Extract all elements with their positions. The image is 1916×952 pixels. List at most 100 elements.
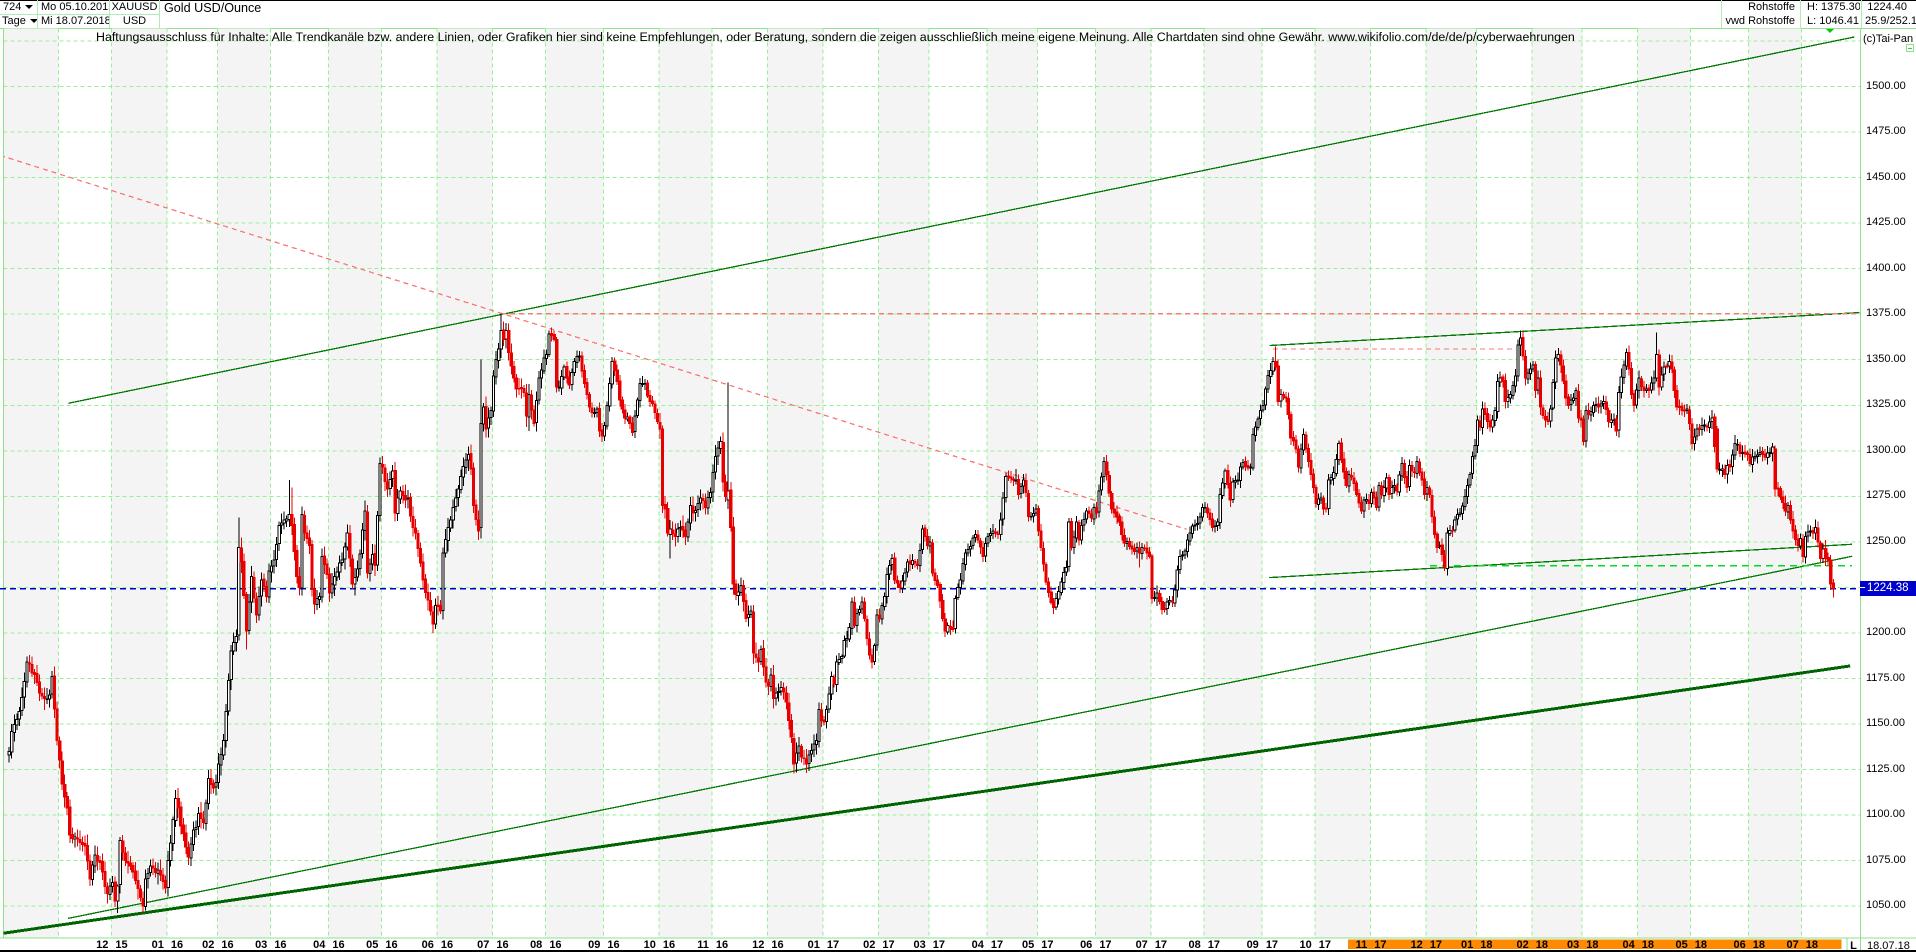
x-axis-month-label: 05 (1675, 939, 1688, 951)
x-axis-month-label: 08 (1188, 939, 1201, 951)
x-axis-year-label: 16 (221, 939, 234, 951)
x-axis-year-label: 18 (1805, 939, 1818, 951)
month-shade-column (1314, 28, 1371, 938)
x-axis-year-label: 17 (1374, 939, 1387, 951)
x-axis-month-label: 05 (366, 939, 379, 951)
x-axis-month-label: 03 (1566, 939, 1580, 951)
x-axis-year-label: 18 (1641, 939, 1654, 951)
collapse-toggle-icon[interactable] (1906, 44, 1914, 52)
trend-line-resistance-sep17-jan18[interactable] (1269, 311, 1860, 347)
period-high-label: H: 1375.30 (1800, 0, 1860, 14)
last-cell-label: L (1850, 940, 1857, 952)
recent-period-highlight-band (1348, 939, 1842, 950)
x-axis-month-label: 11 (697, 939, 709, 951)
month-shade-column (111, 28, 167, 938)
y-axis-tick-label: 1300.00 (1866, 443, 1906, 456)
trend-line-support-oct17[interactable] (1269, 543, 1853, 579)
bars-count-value: 724 (3, 1, 22, 13)
y-axis-tick-label: 1425.00 (1866, 216, 1906, 229)
x-axis-year-label: 16 (662, 939, 676, 951)
trend-line-long-term-uptrend[interactable] (0, 664, 1851, 935)
timeframe-dropdown[interactable]: Tage (0, 14, 38, 28)
window-bottom-border (0, 950, 1916, 952)
dropdown-arrow-icon (29, 19, 37, 24)
x-axis-year-label: 16 (771, 939, 784, 951)
y-axis-tick-label: 1400.00 (1866, 261, 1906, 274)
x-axis-year-label: 17 (1099, 939, 1112, 951)
x-axis-year-label: 17 (1207, 939, 1221, 951)
date-from-field[interactable]: Mo 05.10.2015 (41, 0, 110, 14)
trend-line-upper-channel[interactable] (68, 36, 1855, 404)
y-axis-tick-label: 1100.00 (1866, 808, 1905, 821)
x-axis-month-label: 07 (1135, 939, 1148, 951)
y-axis-tick-label: 1475.00 (1866, 125, 1906, 138)
x-axis-year-label: 16 (170, 939, 184, 951)
trend-line-support-dec15-dec16[interactable] (67, 555, 1853, 920)
x-axis-month-label: 10 (643, 939, 656, 951)
y-axis-tick-label: 1125.00 (1866, 762, 1905, 775)
trend-line-downtrend-2015-2016[interactable] (0, 155, 1187, 530)
symbol-field[interactable]: XAUUSD (110, 0, 160, 14)
x-axis-month-label: 06 (1080, 939, 1093, 951)
x-axis-year-label: 16 (715, 939, 729, 951)
x-axis-month-label: 07 (477, 939, 490, 951)
month-shade-column (217, 28, 271, 938)
x-axis-month-label: 06 (1733, 939, 1746, 951)
y-axis-tick-label: 1375.00 (1866, 307, 1906, 320)
x-axis-year-label: 17 (1265, 939, 1279, 951)
x-axis-year-label: 17 (826, 939, 840, 951)
y-axis-tick-label: 1275.00 (1866, 489, 1906, 502)
x-axis-month-label: 12 (96, 939, 109, 951)
x-axis-year-label: 16 (440, 939, 454, 951)
x-axis-year-label: 18 (1752, 939, 1765, 951)
chart-title: Gold USD/Ounce (164, 1, 262, 15)
month-shade-column (767, 28, 823, 938)
x-axis-year-label: 18 (1586, 939, 1599, 951)
month-shade-column (1637, 28, 1691, 938)
y-axis-tick-label: 1150.00 (1866, 717, 1905, 730)
x-axis-year-label: 17 (990, 939, 1004, 951)
x-axis-month-label: 10 (1299, 939, 1312, 951)
y-axis-tick-label: 1350.00 (1866, 352, 1906, 365)
down-candle-bodies (27, 329, 1835, 907)
x-axis-year-label: 18 (1694, 939, 1707, 951)
x-axis-month-label: 01 (151, 939, 164, 951)
price-direction-marker-icon (1826, 29, 1834, 33)
current-price-label: 1224.38 (1860, 581, 1916, 596)
last-date-label: 18.07.18 (1867, 940, 1910, 952)
y-axis-tick-label: 1250.00 (1866, 534, 1906, 547)
month-shading (3, 28, 1802, 938)
x-axis-year-label: 15 (115, 939, 128, 951)
x-axis-month-label: 04 (313, 939, 326, 951)
x-axis-month-label: 07 (1786, 939, 1799, 951)
x-axis-month-label: 11 (1355, 939, 1368, 951)
header-row-separator (0, 14, 160, 15)
range-info-label: 25.9/252.1 (1861, 14, 1916, 28)
y-axis-tick-label: 1450.00 (1866, 170, 1906, 183)
x-axis-year-label: 17 (1318, 939, 1332, 951)
month-shade-column (545, 28, 604, 938)
x-axis-year-label: 18 (1480, 939, 1493, 951)
x-axis-year-label: 17 (1041, 939, 1054, 951)
category-label: Rohstoffe (1721, 0, 1799, 14)
dropdown-arrow-icon (25, 5, 34, 10)
y-axis-tick-label: 1200.00 (1866, 625, 1906, 638)
x-axis-year-label: 16 (549, 939, 562, 951)
y-axis-tick-label: 1325.00 (1866, 398, 1906, 411)
source-label: vwd Rohstoffe (1721, 14, 1799, 28)
x-axis-year-label: 16 (274, 939, 287, 951)
bars-count-dropdown[interactable]: 724 (0, 0, 38, 14)
month-shade-column (328, 28, 382, 938)
x-axis-year-label: 16 (496, 939, 509, 951)
x-axis-month-label: 04 (1622, 939, 1635, 951)
date-to-field[interactable]: Mi 18.07.2018 (41, 14, 110, 28)
month-shade-column (1095, 28, 1151, 938)
x-axis-month-label: 04 (971, 939, 984, 951)
month-shade-column (878, 28, 929, 938)
disclaimer-text: Haftungsausschluss für Inhalte: Alle Tre… (96, 30, 1575, 44)
x-axis-month-label: 02 (1516, 939, 1529, 951)
x-axis-month-label: 02 (202, 939, 215, 951)
x-axis-month-label: 02 (863, 939, 876, 951)
x-axis-year-label: 17 (1154, 939, 1168, 951)
